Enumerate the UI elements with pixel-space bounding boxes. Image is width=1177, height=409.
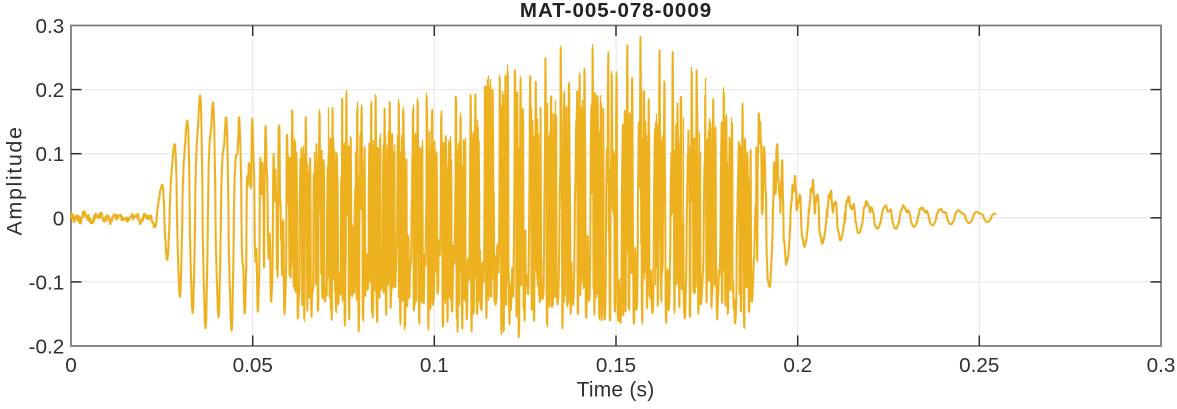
- svg-text:0.1: 0.1: [420, 354, 449, 377]
- svg-text:0.3: 0.3: [36, 15, 65, 38]
- svg-text:0.2: 0.2: [36, 79, 65, 102]
- svg-text:0.1: 0.1: [36, 143, 65, 166]
- svg-text:MAT-005-078-0009: MAT-005-078-0009: [520, 0, 712, 22]
- svg-text:-0.2: -0.2: [29, 336, 65, 359]
- svg-text:Time (s): Time (s): [577, 379, 655, 402]
- svg-text:0.05: 0.05: [233, 354, 273, 377]
- svg-text:0: 0: [65, 354, 77, 377]
- svg-text:0.15: 0.15: [596, 354, 636, 377]
- svg-text:0.25: 0.25: [959, 354, 999, 377]
- svg-text:0: 0: [53, 207, 65, 230]
- svg-text:0.3: 0.3: [1147, 354, 1176, 377]
- svg-text:Amplitude: Amplitude: [2, 125, 26, 235]
- svg-text:-0.1: -0.1: [29, 271, 65, 294]
- svg-text:0.2: 0.2: [783, 354, 812, 377]
